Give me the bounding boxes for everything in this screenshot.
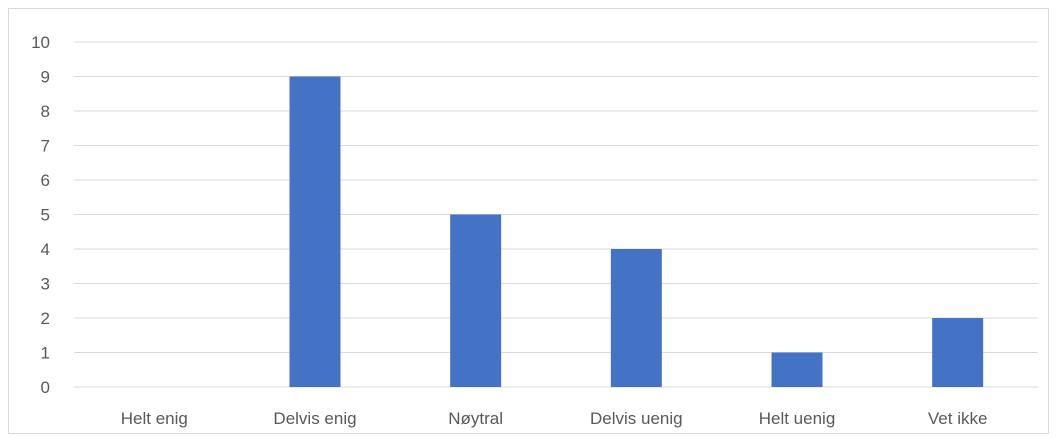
x-category-label: Nøytral — [448, 409, 503, 428]
y-tick-label: 3 — [41, 275, 50, 294]
x-axis-category-labels: Helt enig Delvis enig Nøytral Delvis uenig H… — [121, 409, 988, 428]
bar-delvis-uenig — [610, 249, 662, 387]
y-axis-tick-labels: 0 1 2 3 4 5 6 7 8 9 10 — [31, 33, 50, 397]
x-category-label: Helt enig — [121, 409, 188, 428]
bar-nøytral — [450, 214, 502, 387]
bar-helt-uenig — [771, 352, 823, 387]
chart-frame — [8, 8, 1049, 434]
y-tick-label: 10 — [31, 33, 50, 52]
y-tick-label: 6 — [41, 171, 50, 190]
bar-vet-ikke — [932, 318, 984, 387]
x-category-label: Delvis uenig — [590, 409, 683, 428]
x-category-label: Helt uenig — [759, 409, 836, 428]
y-tick-label: 7 — [41, 137, 50, 156]
y-tick-label: 2 — [41, 309, 50, 328]
y-tick-label: 4 — [41, 240, 50, 259]
x-category-label: Delvis enig — [273, 409, 356, 428]
y-tick-label: 9 — [41, 68, 50, 87]
y-tick-label: 5 — [41, 206, 50, 225]
y-tick-label: 8 — [41, 102, 50, 121]
bar-delvis-enig — [289, 76, 341, 387]
bars — [289, 76, 984, 387]
y-tick-label: 0 — [41, 378, 50, 397]
gridlines — [74, 41, 1038, 388]
x-category-label: Vet ikke — [928, 409, 988, 428]
y-tick-label: 1 — [41, 344, 50, 363]
